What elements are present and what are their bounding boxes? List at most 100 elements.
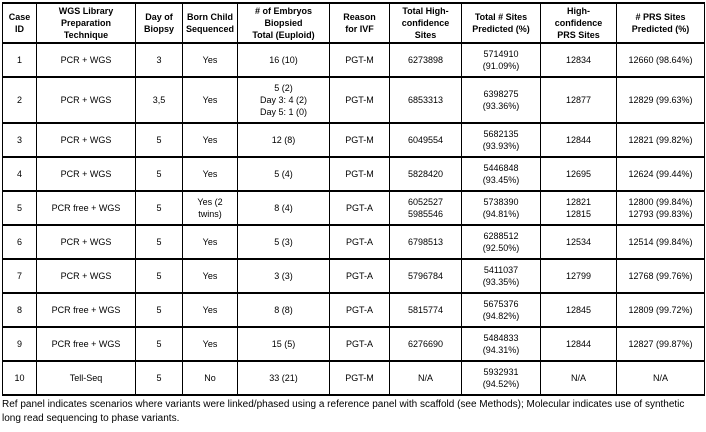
table-cell: 6853313 (389, 76, 462, 124)
column-header: High- confidence PRS Sites (540, 2, 617, 44)
table-cell: PCR free + WGS (36, 190, 136, 226)
table-cell: 5815774 (389, 292, 462, 328)
table-cell: 5 (135, 326, 183, 362)
table-cell: 6049554 (389, 122, 462, 158)
table-cell: 12624 (99.44%) (616, 156, 705, 192)
table-cell: 6398275 (93.36%) (461, 76, 541, 124)
table-row: 10 Tell-Seq 5 No 33 (21) PGT-M N/A 5932931 (94.… (2, 360, 705, 396)
table-footnote: Ref panel indicates scenarios where vari… (2, 399, 685, 424)
table-cell: PGT-M (329, 156, 390, 192)
table-cell: 6798513 (389, 224, 462, 260)
table-cell: N/A (389, 360, 462, 396)
table-cell: 12514 (99.84%) (616, 224, 705, 260)
table-cell: 1 (2, 42, 37, 78)
table-cell: 5738390 (94.81%) (461, 190, 541, 226)
table-header: Case ID WGS Library Preparation Technique… (2, 2, 705, 44)
table-header-row: Case ID WGS Library Preparation Technique… (2, 2, 705, 44)
table-row: 3 PCR + WGS 5 Yes 12 (8) PGT-M 6049554 5682135 … (2, 122, 705, 158)
table-cell: 16 (10) (237, 42, 330, 78)
table-cell: 15 (5) (237, 326, 330, 362)
table-cell: PGT-A (329, 326, 390, 362)
column-header: Day of Biopsy (135, 2, 183, 44)
table-cell: 12 (8) (237, 122, 330, 158)
table-cell: 5796784 (389, 258, 462, 294)
table-cell: Yes (182, 224, 238, 260)
table-cell: 12660 (98.64%) (616, 42, 705, 78)
table-cell: 5 (135, 292, 183, 328)
table-cell: 5 (2) Day 3: 4 (2) Day 5: 1 (0) (237, 76, 330, 124)
table-cell: 12809 (99.72%) (616, 292, 705, 328)
table-cell: PGT-M (329, 42, 390, 78)
table-cell: 5 (135, 122, 183, 158)
table-cell: 12845 (540, 292, 617, 328)
table-cell: PCR free + WGS (36, 326, 136, 362)
table-cell: PGT-M (329, 122, 390, 158)
table-cell: PGT-M (329, 76, 390, 124)
table-row: 7 PCR + WGS 5 Yes 3 (3) PGT-A 5796784 5411037 (… (2, 258, 705, 294)
table-cell: 8 (4) (237, 190, 330, 226)
table-cell: 5675376 (94.82%) (461, 292, 541, 328)
table-cell: PGT-M (329, 360, 390, 396)
table-cell: 3 (3) (237, 258, 330, 294)
table-cell: 12827 (99.87%) (616, 326, 705, 362)
table-cell: N/A (540, 360, 617, 396)
table-cell: 5 (135, 190, 183, 226)
column-header: # PRS Sites Predicted (%) (616, 2, 705, 44)
table-cell: 12800 (99.84%) 12793 (99.83%) (616, 190, 705, 226)
table-cell: 2 (2, 76, 37, 124)
table-cell: 12821 (99.82%) (616, 122, 705, 158)
table-cell: 3 (2, 122, 37, 158)
column-header: Case ID (2, 2, 37, 44)
table-cell: 3,5 (135, 76, 183, 124)
table-cell: PCR + WGS (36, 258, 136, 294)
table-cell: 5682135 (93.93%) (461, 122, 541, 158)
column-header: WGS Library Preparation Technique (36, 2, 136, 44)
table-cell: 5 (135, 258, 183, 294)
column-header: Born Child Sequenced (182, 2, 238, 44)
table-cell: Tell-Seq (36, 360, 136, 396)
table-row: 2 PCR + WGS 3,5 Yes 5 (2) Day 3: 4 (2) Day 5… (2, 76, 705, 124)
table-cell: No (182, 360, 238, 396)
table-cell: Yes (182, 258, 238, 294)
table-cell: N/A (616, 360, 705, 396)
table-row: 8 PCR free + WGS 5 Yes 8 (8) PGT-A 5815774 5675… (2, 292, 705, 328)
column-header: Total High- confidence Sites (389, 2, 462, 44)
table-cell: Yes (182, 42, 238, 78)
table-cell: 5 (2, 190, 37, 226)
table-cell: 12534 (540, 224, 617, 260)
table-cell: 12834 (540, 42, 617, 78)
table-cell: 5714910 (91.09%) (461, 42, 541, 78)
table-cell: PGT-A (329, 190, 390, 226)
prs-prediction-table: Case ID WGS Library Preparation Technique… (2, 2, 705, 396)
table-cell: 6 (2, 224, 37, 260)
table-cell: 5446848 (93.45%) (461, 156, 541, 192)
table-cell: 5484833 (94.31%) (461, 326, 541, 362)
table-cell: PCR + WGS (36, 76, 136, 124)
table-cell: PCR + WGS (36, 156, 136, 192)
table-cell: 12821 12815 (540, 190, 617, 226)
table-cell: 7 (2, 258, 37, 294)
table-cell: 12877 (540, 76, 617, 124)
table-cell: 10 (2, 360, 37, 396)
table-cell: 6052527 5985546 (389, 190, 462, 226)
table-cell: 12829 (99.63%) (616, 76, 705, 124)
table-cell: 5932931 (94.52%) (461, 360, 541, 396)
column-header: Reason for IVF (329, 2, 390, 44)
table-cell: 3 (135, 42, 183, 78)
table-row: 6 PCR + WGS 5 Yes 5 (3) PGT-A 6798513 6288512 (… (2, 224, 705, 260)
table-cell: 5828420 (389, 156, 462, 192)
table-cell: 33 (21) (237, 360, 330, 396)
table-cell: 5 (3) (237, 224, 330, 260)
table-cell: PGT-A (329, 258, 390, 294)
table-cell: 12695 (540, 156, 617, 192)
table-cell: 5 (135, 224, 183, 260)
table-cell: 12844 (540, 326, 617, 362)
table-cell: PCR + WGS (36, 122, 136, 158)
table-cell: Yes (182, 122, 238, 158)
table-row: 4 PCR + WGS 5 Yes 5 (4) PGT-M 5828420 5446848 (… (2, 156, 705, 192)
table-row: 1 PCR + WGS 3 Yes 16 (10) PGT-M 6273898 5714910… (2, 42, 705, 78)
column-header: Total # Sites Predicted (%) (461, 2, 541, 44)
table-cell: Yes (182, 76, 238, 124)
table-cell: PGT-A (329, 292, 390, 328)
